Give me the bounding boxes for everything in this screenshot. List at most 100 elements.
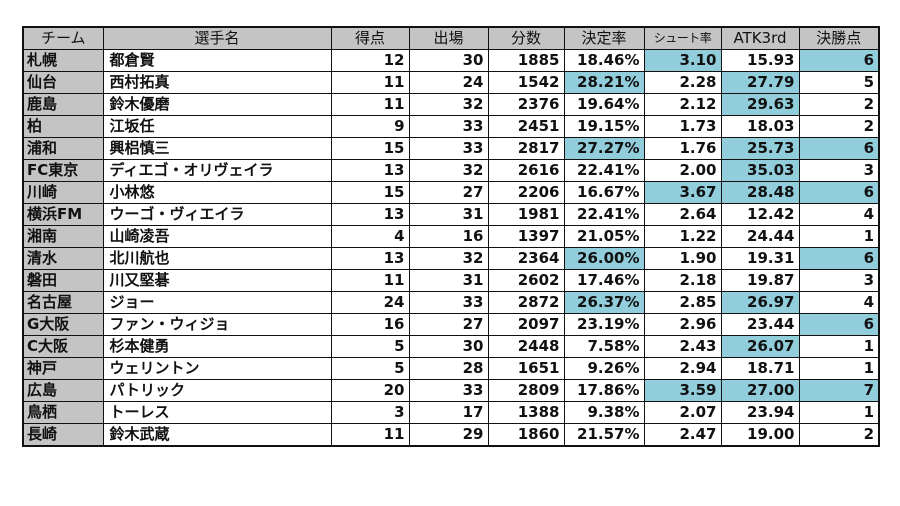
minutes-cell: 2376	[487, 93, 565, 116]
player-cell: ファン・ウィジョ	[102, 313, 332, 336]
header-team: チーム	[22, 26, 104, 50]
team-cell: 長崎	[22, 423, 104, 447]
minutes-cell: 2872	[487, 291, 565, 314]
team-cell: 湘南	[22, 225, 104, 248]
conversion-rate-cell: 18.46%	[563, 49, 645, 72]
winning-goals-cell: 1	[798, 401, 880, 424]
minutes-cell: 1885	[487, 49, 565, 72]
minutes-cell: 2809	[487, 379, 565, 402]
table-row: 川崎 小林悠 15 27 2206 16.67% 3.67 28.48 6	[22, 181, 880, 204]
table-row: 名古屋 ジョー 24 33 2872 26.37% 2.85 26.97 4	[22, 291, 880, 314]
table-row: 磐田 川又堅碁 11 31 2602 17.46% 2.18 19.87 3	[22, 269, 880, 292]
goals-cell: 11	[330, 71, 410, 94]
goals-cell: 13	[330, 203, 410, 226]
appearances-cell: 33	[408, 379, 489, 402]
team-cell: 川崎	[22, 181, 104, 204]
player-cell: トーレス	[102, 401, 332, 424]
header-goals: 得点	[330, 26, 410, 50]
table-row: 広島 パトリック 20 33 2809 17.86% 3.59 27.00 7	[22, 379, 880, 402]
appearances-cell: 31	[408, 269, 489, 292]
header-minutes: 分数	[487, 26, 565, 50]
team-cell: 名古屋	[22, 291, 104, 314]
goals-cell: 15	[330, 137, 410, 160]
appearances-cell: 31	[408, 203, 489, 226]
minutes-cell: 2817	[487, 137, 565, 160]
atk3rd-cell: 27.00	[720, 379, 800, 402]
atk3rd-cell: 18.71	[720, 357, 800, 380]
player-cell: ウェリントン	[102, 357, 332, 380]
atk3rd-cell: 29.63	[720, 93, 800, 116]
player-cell: 鈴木優磨	[102, 93, 332, 116]
minutes-cell: 2364	[487, 247, 565, 270]
shot-rate-cell: 2.47	[643, 423, 722, 447]
atk3rd-cell: 19.00	[720, 423, 800, 447]
minutes-cell: 2097	[487, 313, 565, 336]
table-row: 札幌 都倉賢 12 30 1885 18.46% 3.10 15.93 6	[22, 49, 880, 72]
conversion-rate-cell: 28.21%	[563, 71, 645, 94]
appearances-cell: 30	[408, 335, 489, 358]
winning-goals-cell: 7	[798, 379, 880, 402]
winning-goals-cell: 6	[798, 313, 880, 336]
atk3rd-cell: 19.31	[720, 247, 800, 270]
minutes-cell: 2602	[487, 269, 565, 292]
goals-cell: 5	[330, 335, 410, 358]
minutes-cell: 2206	[487, 181, 565, 204]
table-row: 長崎 鈴木武蔵 11 29 1860 21.57% 2.47 19.00 2	[22, 423, 880, 447]
minutes-cell: 1651	[487, 357, 565, 380]
shot-rate-cell: 1.90	[643, 247, 722, 270]
minutes-cell: 2448	[487, 335, 565, 358]
atk3rd-cell: 26.07	[720, 335, 800, 358]
winning-goals-cell: 1	[798, 357, 880, 380]
winning-goals-cell: 6	[798, 49, 880, 72]
player-cell: パトリック	[102, 379, 332, 402]
goals-cell: 9	[330, 115, 410, 138]
table-body: 札幌 都倉賢 12 30 1885 18.46% 3.10 15.93 6 仙台 西村拓真 11 24 1…	[22, 49, 880, 447]
atk3rd-cell: 25.73	[720, 137, 800, 160]
conversion-rate-cell: 26.00%	[563, 247, 645, 270]
winning-goals-cell: 3	[798, 269, 880, 292]
goals-cell: 15	[330, 181, 410, 204]
winning-goals-cell: 3	[798, 159, 880, 182]
player-cell: 北川航也	[102, 247, 332, 270]
conversion-rate-cell: 9.26%	[563, 357, 645, 380]
player-cell: 小林悠	[102, 181, 332, 204]
goals-cell: 5	[330, 357, 410, 380]
winning-goals-cell: 1	[798, 335, 880, 358]
atk3rd-cell: 24.44	[720, 225, 800, 248]
atk3rd-cell: 12.42	[720, 203, 800, 226]
appearances-cell: 32	[408, 93, 489, 116]
winning-goals-cell: 4	[798, 203, 880, 226]
minutes-cell: 1860	[487, 423, 565, 447]
shot-rate-cell: 2.85	[643, 291, 722, 314]
conversion-rate-cell: 17.86%	[563, 379, 645, 402]
team-cell: G大阪	[22, 313, 104, 336]
appearances-cell: 33	[408, 137, 489, 160]
table-row: 鹿島 鈴木優磨 11 32 2376 19.64% 2.12 29.63 2	[22, 93, 880, 116]
team-cell: 清水	[22, 247, 104, 270]
shot-rate-cell: 1.22	[643, 225, 722, 248]
table-row: C大阪 杉本健勇 5 30 2448 7.58% 2.43 26.07 1	[22, 335, 880, 358]
team-cell: 横浜FM	[22, 203, 104, 226]
shot-rate-cell: 2.96	[643, 313, 722, 336]
winning-goals-cell: 4	[798, 291, 880, 314]
team-cell: 神戸	[22, 357, 104, 380]
goals-cell: 16	[330, 313, 410, 336]
player-cell: 山崎凌吾	[102, 225, 332, 248]
atk3rd-cell: 19.87	[720, 269, 800, 292]
winning-goals-cell: 2	[798, 93, 880, 116]
shot-rate-cell: 2.12	[643, 93, 722, 116]
winning-goals-cell: 6	[798, 181, 880, 204]
shot-rate-cell: 1.76	[643, 137, 722, 160]
shot-rate-cell: 2.64	[643, 203, 722, 226]
table-row: 横浜FM ウーゴ・ヴィエイラ 13 31 1981 22.41% 2.64 12.42 4	[22, 203, 880, 226]
shot-rate-cell: 3.67	[643, 181, 722, 204]
appearances-cell: 32	[408, 247, 489, 270]
atk3rd-cell: 15.93	[720, 49, 800, 72]
conversion-rate-cell: 19.64%	[563, 93, 645, 116]
conversion-rate-cell: 27.27%	[563, 137, 645, 160]
team-cell: 浦和	[22, 137, 104, 160]
atk3rd-cell: 27.79	[720, 71, 800, 94]
minutes-cell: 1388	[487, 401, 565, 424]
player-cell: 江坂任	[102, 115, 332, 138]
table-row: 浦和 興梠慎三 15 33 2817 27.27% 1.76 25.73 6	[22, 137, 880, 160]
